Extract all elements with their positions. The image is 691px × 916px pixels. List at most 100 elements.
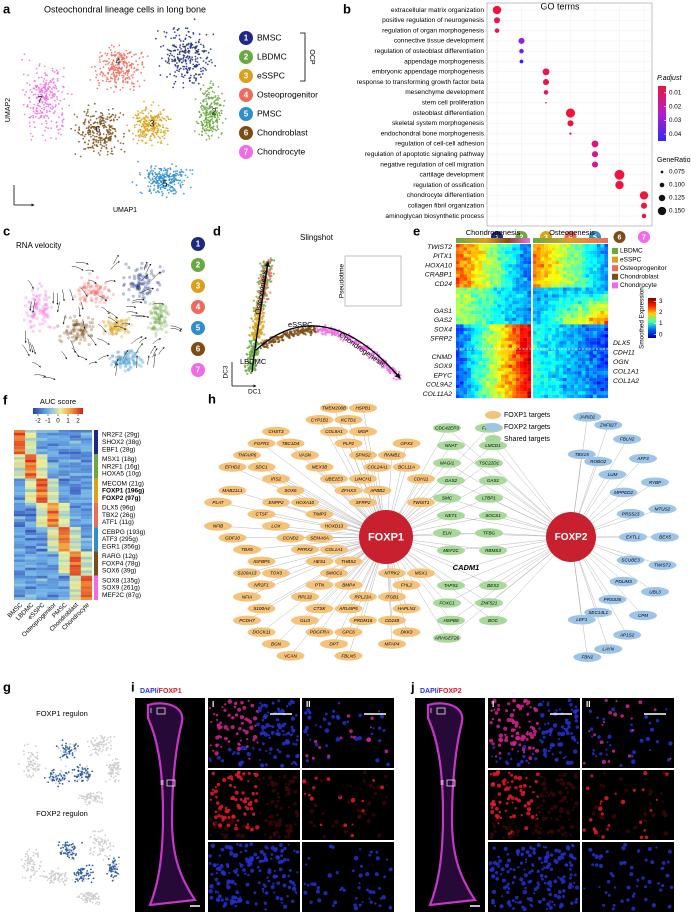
go-term: embryonic appendage morphogenesis (372, 69, 485, 76)
heatmap-cell (533, 271, 537, 274)
cell-dot (263, 346, 265, 348)
cell-dot (297, 334, 299, 336)
cell-dot (67, 93, 69, 95)
heatmap-cell (571, 328, 575, 331)
heatmap-cell (467, 334, 471, 337)
heatmap-cell (516, 291, 520, 294)
heatmap-cell (541, 324, 545, 327)
heatmap-cell (505, 321, 509, 324)
cell-dot (398, 371, 400, 373)
cell-dot (104, 75, 106, 77)
cell-dot (165, 172, 167, 174)
heatmap-cell (505, 244, 509, 247)
go-dot (569, 132, 571, 134)
heatmap-cell (497, 271, 501, 274)
heatmap-cell (494, 277, 498, 280)
heatmap-cell (490, 281, 494, 284)
cell-dot (62, 112, 64, 114)
cell-dot (266, 298, 268, 300)
heatmap-cell (593, 341, 597, 344)
cell-dot (181, 62, 183, 64)
cell-dot (264, 264, 266, 266)
heatmap-cell (490, 244, 494, 247)
cell-dot (188, 36, 190, 38)
cell-dot (55, 86, 57, 88)
heatmap-cell (512, 274, 516, 277)
heatmap-cell (509, 281, 513, 284)
cell-dot (85, 134, 87, 136)
heatmap-cell (582, 274, 586, 277)
cell-dot (159, 137, 161, 139)
heatmap-cell (541, 257, 545, 260)
heatmap-cell (460, 328, 464, 331)
heatmap-cell (544, 334, 548, 337)
cell-dot (122, 77, 124, 79)
cell-dot (159, 125, 161, 127)
cell-dot (111, 74, 113, 76)
heatmap-cell (556, 324, 560, 327)
cell-dot (258, 332, 260, 334)
heatmap-cell (582, 251, 586, 254)
heatmap-cell (505, 318, 509, 321)
cell-dot (143, 101, 145, 103)
heatmap-cell (541, 271, 545, 274)
heatmap-cell (494, 257, 498, 260)
cell-dot (178, 28, 180, 30)
cell-dot (131, 63, 133, 65)
cell-dot (111, 52, 113, 54)
cell-dot (139, 124, 141, 126)
cell-dot (83, 299, 86, 302)
heatmap-cell (467, 328, 471, 331)
cell-dot (111, 55, 113, 57)
cell-dot (105, 64, 107, 66)
heatmap-cell (475, 298, 479, 301)
heatmap-cell (589, 331, 593, 334)
cell-dot (103, 125, 105, 127)
cell-dot (38, 312, 41, 315)
cell-dot (145, 136, 147, 138)
heatmap-cell (544, 308, 548, 311)
cell-dot (209, 126, 211, 128)
cell-dot (208, 60, 210, 62)
heatmap-cell (497, 244, 501, 247)
cell-dot (152, 178, 154, 180)
heatmap-cell (544, 324, 548, 327)
heatmap-cell (582, 311, 586, 314)
cell-dot (99, 56, 101, 58)
heatmap-cell (475, 321, 479, 324)
cell-dot (184, 38, 186, 40)
cell-dot (175, 170, 177, 172)
umap-scatter (21, 18, 227, 198)
cell-dot (47, 96, 49, 98)
cell-dot (337, 332, 339, 334)
heatmap-cell (520, 301, 524, 304)
cell-dot (143, 136, 145, 138)
cell-dot (141, 118, 143, 120)
cell-dot (85, 119, 87, 121)
heatmap-cell (541, 267, 545, 270)
heatmap-cell (593, 294, 597, 297)
velocity-stream (32, 363, 40, 368)
cell-dot (90, 334, 93, 337)
cell-dot (177, 56, 179, 58)
cell-dot (162, 136, 164, 138)
cell-dot (286, 331, 288, 333)
cell-dot (140, 72, 142, 74)
heatmap-cell (527, 267, 531, 270)
heatmap-cell (559, 301, 563, 304)
heatmap-cell (494, 331, 498, 334)
cell-dot (102, 332, 105, 335)
heatmap-cell (582, 247, 586, 250)
heatmap-cell (589, 338, 593, 341)
heatmap-cell (537, 341, 541, 344)
cell-dot (249, 335, 251, 337)
heatmap-cell (479, 254, 483, 257)
cell-dot (168, 49, 170, 51)
heatmap-cell (464, 277, 468, 280)
heatmap-cell (586, 274, 590, 277)
heatmap-cell (464, 274, 468, 277)
heatmap-cell (537, 311, 541, 314)
heatmap-cell (563, 247, 567, 250)
heatmap-cell (494, 251, 498, 254)
heatmap-cell (589, 257, 593, 260)
